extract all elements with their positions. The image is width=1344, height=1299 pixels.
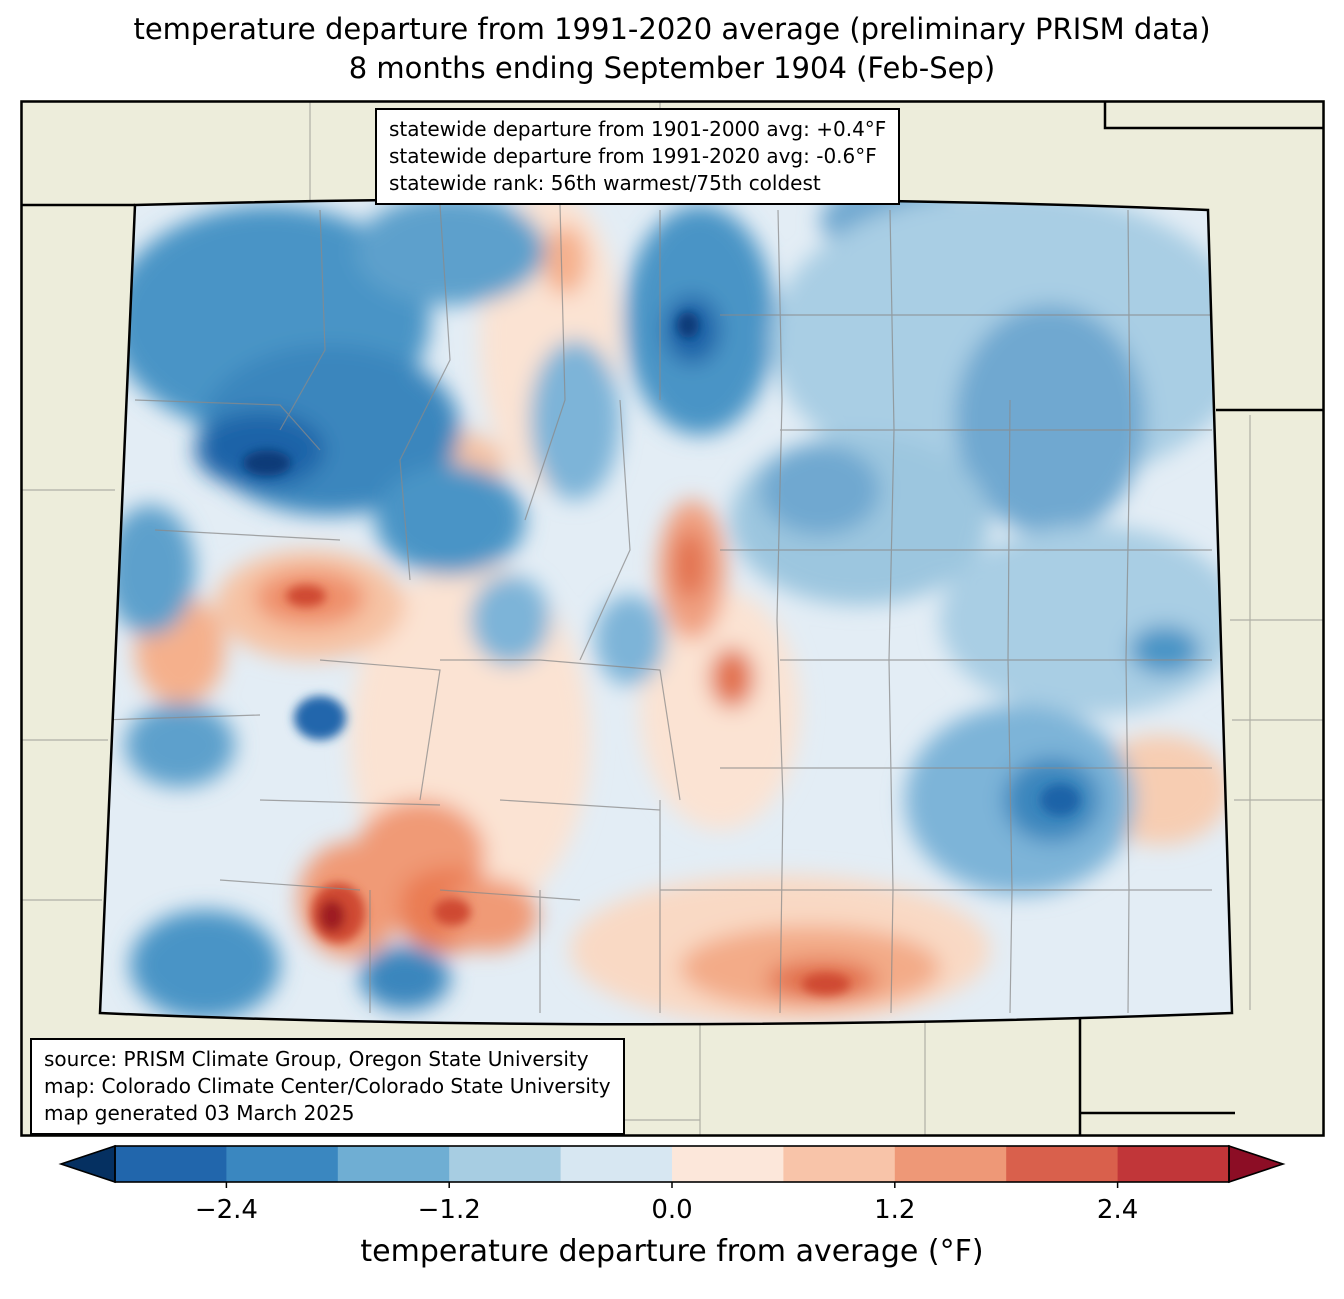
- neighbor-state-borders: [22, 102, 1323, 1135]
- source-box: source: PRISM Climate Group, Oregon Stat…: [30, 1038, 625, 1135]
- colorbar-segment: [560, 1146, 673, 1182]
- colorbar-tick-label: 2.4: [1097, 1195, 1138, 1225]
- colorbar-segment: [1117, 1146, 1230, 1182]
- colorbar-tick-label: −1.2: [418, 1195, 481, 1225]
- colorbar-segment: [226, 1146, 339, 1182]
- colorbar-svg: −2.4 −1.2 0.0 1.2 2.4: [58, 1144, 1286, 1225]
- source-line-1: source: PRISM Climate Group, Oregon Stat…: [44, 1047, 589, 1071]
- stats-line-1: statewide departure from 1901-2000 avg: …: [389, 117, 887, 141]
- colorbar-segment: [337, 1146, 450, 1182]
- stats-line-2: statewide departure from 1991-2020 avg: …: [389, 144, 877, 168]
- source-line-2: map: Colorado Climate Center/Colorado St…: [44, 1074, 611, 1098]
- stats-line-3: statewide rank: 56th warmest/75th coldes…: [389, 171, 821, 195]
- colorbar-under-arrow: [58, 1144, 116, 1184]
- colorbar-segment: [672, 1146, 784, 1182]
- temperature-field: [100, 198, 1232, 1025]
- colorado-temperature-map: [20, 100, 1325, 1137]
- title-line-1: temperature departure from 1991-2020 ave…: [133, 12, 1211, 46]
- colorbar-segment: [783, 1146, 896, 1182]
- colorbar-segment: [115, 1146, 227, 1182]
- county-lines: [100, 204, 1212, 1014]
- map-frame: statewide departure from 1901-2000 avg: …: [20, 100, 1325, 1137]
- stats-box: statewide departure from 1901-2000 avg: …: [375, 108, 901, 205]
- colorbar-segment: [894, 1146, 1007, 1182]
- colorbar: −2.4 −1.2 0.0 1.2 2.4: [57, 1142, 1287, 1238]
- title-line-2: 8 months ending September 1904 (Feb-Sep): [348, 51, 996, 85]
- colorbar-over-arrow: [1228, 1144, 1286, 1184]
- colorbar-tick-label: −2.4: [195, 1195, 258, 1225]
- source-line-3: map generated 03 March 2025: [44, 1101, 355, 1125]
- axes-frame: [20, 100, 1325, 1137]
- colorbar-segment: [449, 1146, 562, 1182]
- colorbar-axis-label: temperature departure from average (°F): [360, 1234, 984, 1269]
- figure-title: temperature departure from 1991-2020 ave…: [0, 10, 1344, 88]
- colorbar-tick-label: 0.0: [651, 1195, 692, 1225]
- colorbar-tick-label: 1.2: [874, 1195, 915, 1225]
- colorbar-segment: [1006, 1146, 1119, 1182]
